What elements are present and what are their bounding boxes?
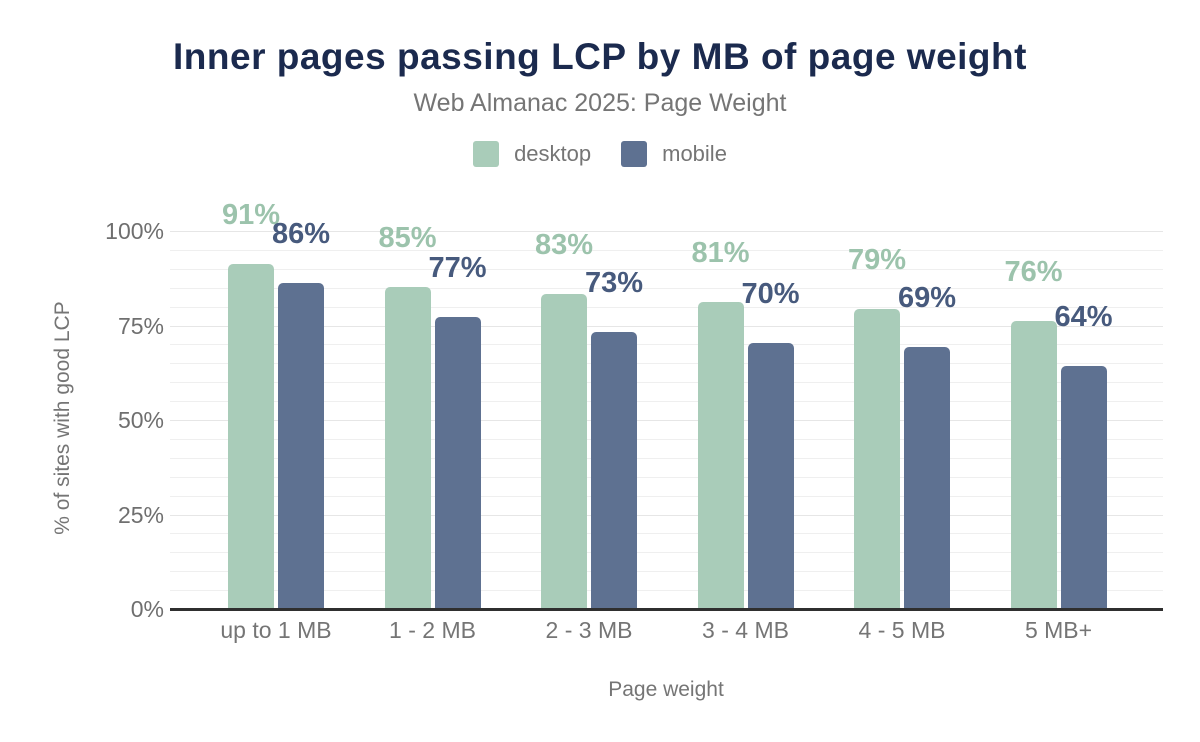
x-tick-label: 1 - 2 MB (389, 617, 476, 643)
bar-desktop-1 (228, 264, 274, 608)
legend-label-mobile: mobile (662, 141, 727, 166)
bar-mobile-5 (904, 347, 950, 608)
bar-desktop-4 (697, 301, 744, 608)
bar-label-desktop-3: 83% (534, 229, 594, 262)
bar-mobile-4 (747, 343, 794, 608)
gridline (170, 231, 1163, 232)
legend: desktop mobile (0, 141, 1200, 167)
gridline (170, 363, 1163, 364)
bar-label-mobile-4: 70% (741, 278, 800, 311)
bar-label-mobile-3: 73% (584, 267, 644, 300)
y-tick-label: 100% (105, 218, 164, 244)
x-axis-line (170, 608, 1163, 611)
bar-mobile-2 (434, 316, 481, 608)
mobile-swatch-icon (621, 141, 648, 167)
bar-mobile-1 (278, 282, 324, 608)
legend-item-mobile[interactable]: mobile (621, 141, 727, 167)
gridline (170, 477, 1163, 478)
bar-mobile-6 (1060, 366, 1107, 608)
x-tick-label: 4 - 5 MB (858, 617, 946, 643)
x-tick-label: 3 - 4 MB (702, 617, 789, 643)
gridline (170, 515, 1163, 516)
legend-item-desktop[interactable]: desktop (473, 141, 591, 167)
x-tick-label: up to 1 MB (220, 617, 332, 643)
legend-label-desktop: desktop (514, 141, 592, 166)
bar-mobile-3 (591, 332, 637, 608)
bar-desktop-2 (384, 286, 431, 608)
gridline (170, 307, 1163, 308)
gridline (170, 590, 1163, 591)
desktop-swatch-icon (473, 141, 500, 167)
bar-label-mobile-6: 64% (1054, 301, 1113, 334)
y-tick-label: 50% (117, 407, 164, 433)
bar-label-mobile-5: 69% (897, 282, 957, 315)
gridline (170, 326, 1163, 327)
bar-desktop-3 (541, 294, 587, 608)
y-tick-label: 0% (130, 596, 164, 622)
gridline (170, 571, 1163, 572)
bar-label-desktop-4: 81% (691, 236, 750, 269)
gridline (170, 288, 1163, 289)
x-tick-label: 5 MB+ (1024, 617, 1093, 643)
gridline (170, 439, 1163, 440)
gridline (170, 250, 1163, 251)
gridline (170, 533, 1163, 534)
chart-title: Inner pages passing LCP by MB of page we… (173, 36, 1027, 77)
x-axis-title: Page weight (608, 678, 724, 701)
gridline (170, 344, 1163, 345)
gridline (170, 401, 1163, 402)
chart-subtitle: Web Almanac 2025: Page Weight (413, 89, 787, 117)
gridline (170, 458, 1163, 459)
gridline (170, 382, 1163, 383)
y-axis-title: % of sites with good LCP (51, 301, 74, 535)
bar-label-mobile-2: 77% (428, 251, 487, 284)
bar-label-desktop-2: 85% (378, 221, 437, 254)
bar-label-desktop-6: 76% (1004, 255, 1063, 288)
y-tick-label: 25% (117, 501, 164, 528)
bar-desktop-5 (854, 309, 900, 608)
bar-label-desktop-5: 79% (847, 244, 907, 277)
y-tick-label: 75% (117, 312, 164, 339)
bar-desktop-6 (1010, 320, 1057, 608)
gridline (170, 269, 1163, 270)
gridline (170, 552, 1163, 553)
bar-label-mobile-1: 86% (271, 217, 331, 250)
gridline (170, 420, 1163, 421)
gridline (170, 496, 1163, 497)
x-tick-label: 2 - 3 MB (545, 617, 633, 643)
bar-label-desktop-1: 91% (221, 199, 281, 232)
